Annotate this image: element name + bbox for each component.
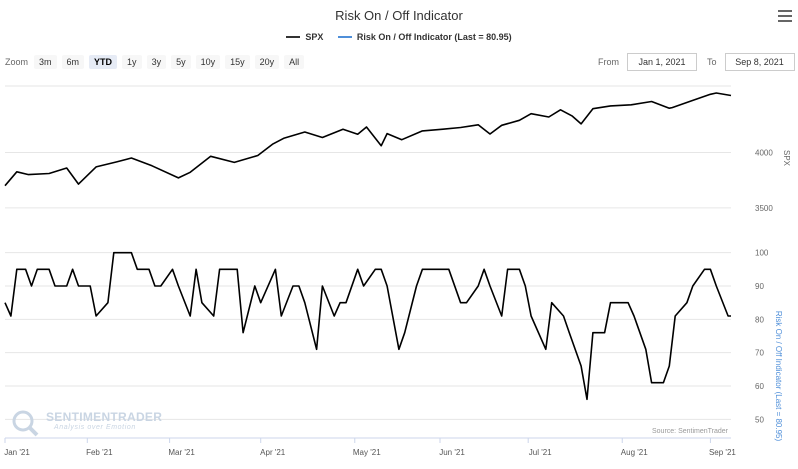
zoom-button-15y[interactable]: 15y [225, 55, 250, 69]
lower-y-tick-label: 100 [755, 249, 769, 258]
series-line-spx [4, 92, 732, 187]
zoom-button-ytd[interactable]: YTD [89, 55, 118, 69]
x-tick-label: Jan '21 [4, 448, 30, 457]
lower-y-tick-label: 80 [755, 315, 764, 324]
x-tick-label: Jun '21 [439, 448, 465, 457]
x-tick-label: Mar '21 [168, 448, 195, 457]
chart-title: Risk On / Off Indicator [335, 8, 463, 23]
upper-y-tick-label: 4000 [755, 148, 773, 157]
x-tick-label: Feb '21 [86, 448, 113, 457]
source-credit: Source: SentimenTrader [652, 428, 729, 435]
from-label: From [598, 57, 619, 67]
legend-label-risk: Risk On / Off Indicator (Last = 80.95) [356, 32, 512, 42]
zoom-button-3y[interactable]: 3y [146, 55, 167, 69]
zoom-button-3m[interactable]: 3m [34, 55, 57, 69]
legend-item-spx[interactable]: SPX [286, 32, 323, 42]
x-tick-label: Sep '21 [709, 448, 736, 457]
to-date-input[interactable]: Sep 8, 2021 [724, 53, 795, 71]
x-tick-label: Aug '21 [621, 448, 648, 457]
watermark-name: SENTIMENTRADER [46, 410, 163, 424]
legend-item-risk[interactable]: Risk On / Off Indicator (Last = 80.95) [337, 32, 512, 42]
zoom-button-20y[interactable]: 20y [254, 55, 280, 69]
lower-y-tick-label: 50 [755, 415, 764, 424]
zoom-label: Zoom [5, 57, 29, 67]
zoom-controls: Zoom 3m 6m YTD 1y 3y 5y 10y 15y 20y All [5, 55, 309, 69]
to-label: To [707, 57, 717, 67]
from-date-input[interactable]: Jan 1, 2021 [627, 53, 697, 71]
series-line-risk-on-off [4, 251, 731, 401]
upper-y-axis-title: SPX [782, 150, 791, 167]
watermark-tagline: Analysis over Emotion [54, 424, 136, 431]
x-tick-label: May '21 [353, 448, 381, 457]
zoom-button-5y[interactable]: 5y [171, 55, 191, 69]
legend-swatch-risk [337, 36, 352, 38]
x-tick-label: Jul '21 [529, 448, 552, 457]
lower-y-axis-title: Risk On / Off Indicator (Last = 80.95) [774, 311, 783, 442]
upper-y-tick-label: 3500 [755, 204, 773, 213]
legend: SPX Risk On / Off Indicator (Last = 80.9… [0, 30, 798, 42]
zoom-button-10y[interactable]: 10y [195, 55, 221, 69]
lower-y-tick-label: 70 [755, 349, 764, 358]
zoom-button-6m[interactable]: 6m [61, 55, 85, 69]
hamburger-menu-icon[interactable] [778, 10, 792, 24]
date-range: From Jan 1, 2021 To Sep 8, 2021 [598, 53, 795, 71]
zoom-button-1y[interactable]: 1y [122, 55, 142, 69]
legend-swatch-spx [286, 36, 301, 38]
lower-y-tick-label: 90 [755, 282, 764, 291]
legend-label-spx: SPX [305, 32, 324, 42]
zoom-button-all[interactable]: All [284, 55, 305, 69]
x-tick-label: Apr '21 [260, 448, 286, 457]
lower-y-tick-label: 60 [755, 382, 764, 391]
sentimentrader-logo-icon [12, 410, 39, 437]
